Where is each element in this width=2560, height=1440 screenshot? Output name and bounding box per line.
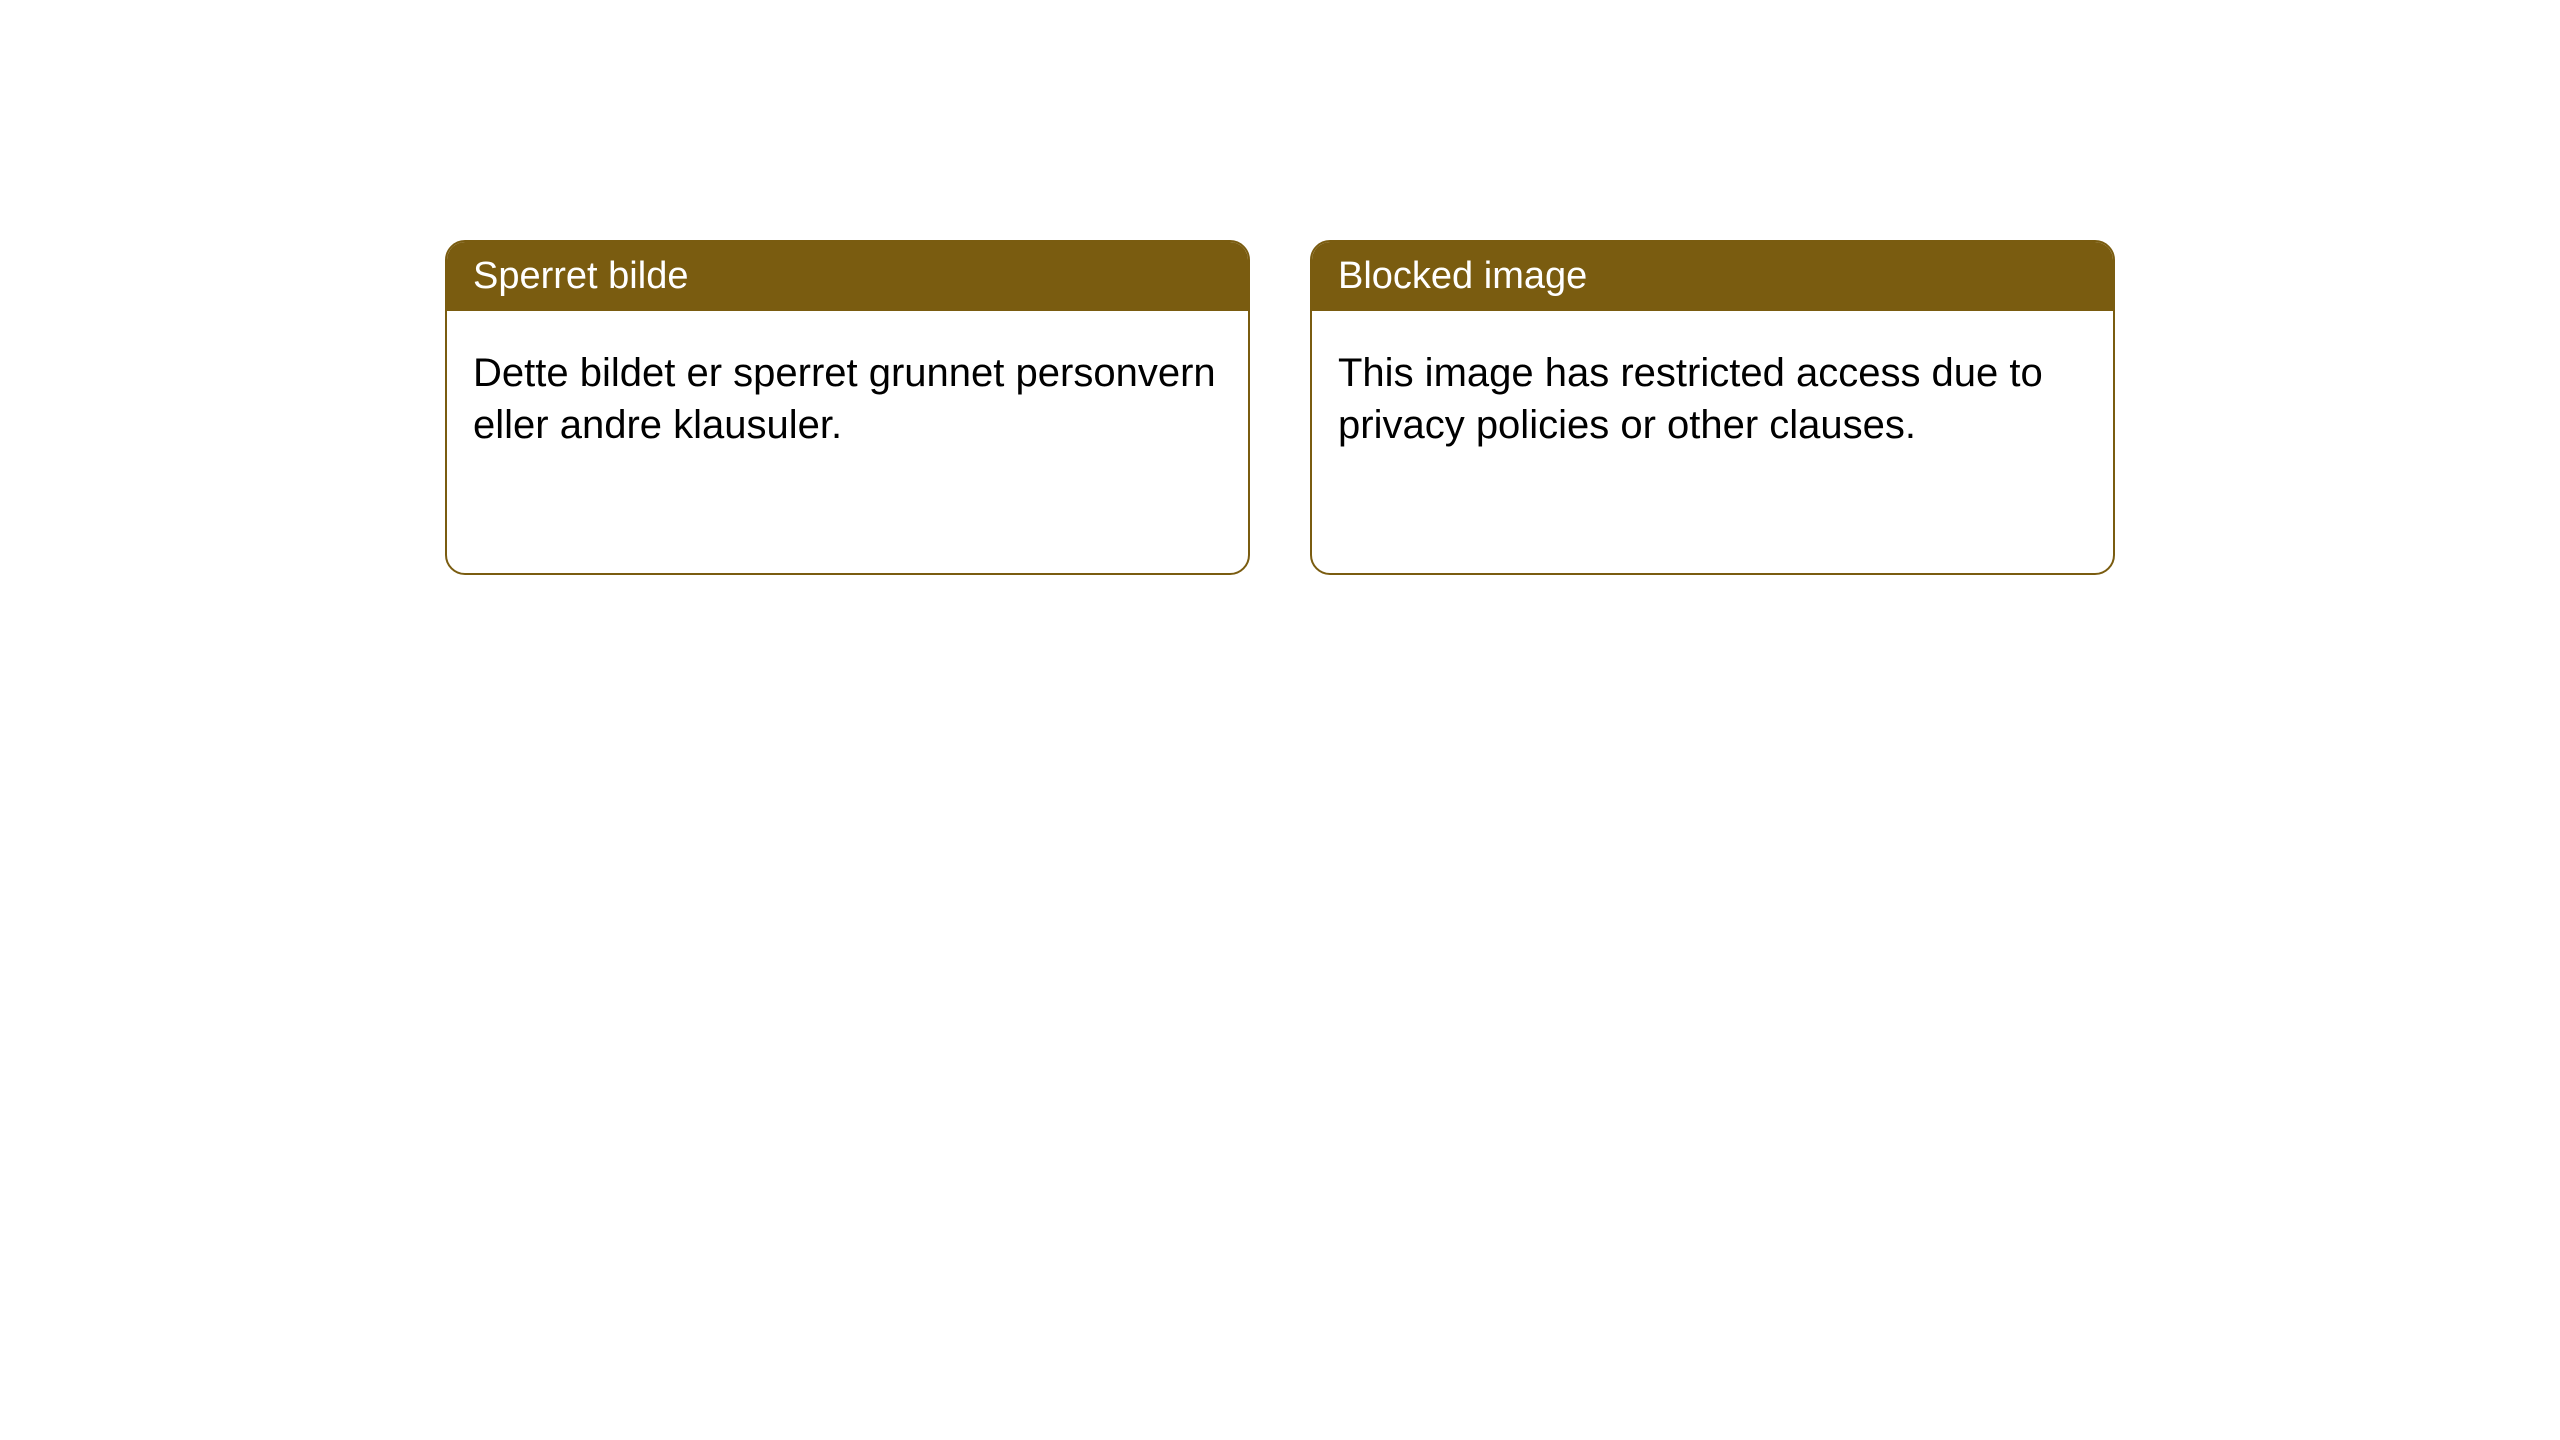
panel-norwegian: Sperret bilde Dette bildet er sperret gr… bbox=[445, 240, 1250, 575]
panel-header-norwegian: Sperret bilde bbox=[447, 242, 1248, 311]
panel-header-english: Blocked image bbox=[1312, 242, 2113, 311]
panel-body-norwegian: Dette bildet er sperret grunnet personve… bbox=[447, 311, 1248, 573]
panel-body-english: This image has restricted access due to … bbox=[1312, 311, 2113, 573]
panel-container: Sperret bilde Dette bildet er sperret gr… bbox=[445, 240, 2115, 575]
panel-english: Blocked image This image has restricted … bbox=[1310, 240, 2115, 575]
